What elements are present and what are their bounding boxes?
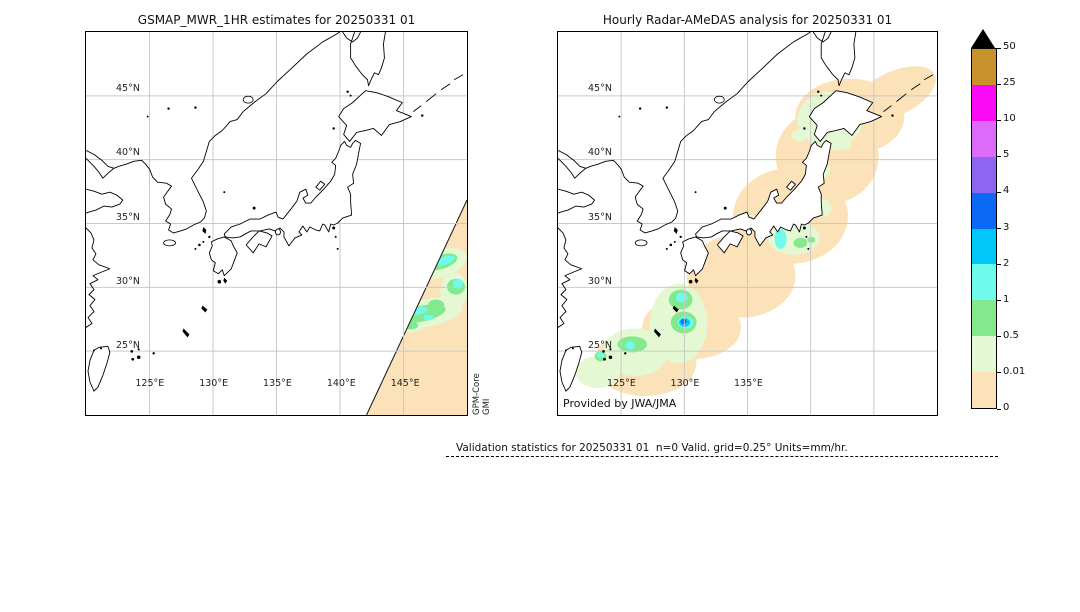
lat-label-30n: 30°N (588, 276, 612, 287)
colorbar-tickmark-5 (997, 156, 1001, 157)
lat-label-35n: 35°N (588, 212, 612, 223)
colorbar-tickmark-2 (997, 264, 1001, 265)
lon-label-125e: 125°E (604, 378, 640, 389)
lat-label-35n: 35°N (116, 212, 140, 223)
figure-canvas: GSMAP_MWR_1HR estimates for 20250331 01 … (0, 0, 1080, 612)
right-map-title: Hourly Radar-AMeDAS analysis for 2025033… (557, 13, 938, 27)
lon-label-135e: 135°E (260, 378, 296, 389)
colorbar-label-25: 25 (1003, 77, 1016, 88)
footer-divider-line (446, 456, 998, 457)
right-map-graphic (558, 32, 937, 415)
colorbar-label-3: 3 (1003, 222, 1009, 233)
lon-label-145e: 145°E (387, 378, 423, 389)
colorbar-segment-1 (972, 85, 996, 121)
colorbar-tickmark-3 (997, 228, 1001, 229)
provided-by-annotation: Provided by JWA/JMA (563, 397, 676, 410)
lat-label-25n: 25°N (116, 340, 140, 351)
colorbar-segment-0 (972, 49, 996, 85)
colorbar-label-0.5: 0.5 (1003, 330, 1019, 341)
lat-label-30n: 30°N (116, 276, 140, 287)
lon-label-135e: 135°E (731, 378, 767, 389)
colorbar-segment-2 (972, 121, 996, 157)
gpm-source-line2: GMI (482, 373, 492, 415)
colorbar-segment-3 (972, 157, 996, 193)
gpm-source-annotation: GPM-Core GMI (472, 373, 492, 415)
colorbar-segment-4 (972, 193, 996, 229)
colorbar-label-2: 2 (1003, 258, 1009, 269)
lon-label-125e: 125°E (132, 378, 168, 389)
colorbar-overflow-arrow (971, 29, 995, 48)
colorbar-label-10: 10 (1003, 113, 1016, 124)
colorbar (971, 48, 997, 409)
colorbar-tickmark-4 (997, 192, 1001, 193)
colorbar-label-50: 50 (1003, 41, 1016, 52)
lat-label-40n: 40°N (588, 147, 612, 158)
colorbar-segment-9 (972, 372, 996, 408)
colorbar-tickmark-0 (997, 409, 1001, 410)
colorbar-tickmark-50 (997, 48, 1001, 49)
colorbar-segment-7 (972, 300, 996, 336)
lon-label-140e: 140°E (323, 378, 359, 389)
lat-label-45n: 45°N (116, 83, 140, 94)
colorbar-tickmark-10 (997, 120, 1001, 121)
colorbar-label-5: 5 (1003, 149, 1009, 160)
colorbar-tickmark-1 (997, 300, 1001, 301)
left-map-graphic (86, 32, 467, 415)
lon-label-130e: 130°E (667, 378, 703, 389)
lat-label-45n: 45°N (588, 83, 612, 94)
colorbar-label-0: 0 (1003, 402, 1009, 413)
colorbar-label-1: 1 (1003, 294, 1009, 305)
colorbar-label-0.01: 0.01 (1003, 366, 1025, 377)
right-map-radar-amedas: Provided by JWA/JMA 45°N 40°N 35°N 30°N 25°N… (557, 31, 938, 416)
gpm-source-line1: GPM-Core (472, 373, 482, 415)
left-map-gsmap: 45°N 40°N 35°N 30°N 25°N 125°E 130°E 135°E 140°E… (85, 31, 468, 416)
colorbar-tickmark-25 (997, 84, 1001, 85)
colorbar-tickmark-0.01 (997, 372, 1001, 373)
colorbar-tickmark-0.5 (997, 336, 1001, 337)
lon-label-130e: 130°E (196, 378, 232, 389)
colorbar-label-4: 4 (1003, 185, 1009, 196)
colorbar-segment-8 (972, 336, 996, 372)
left-map-title: GSMAP_MWR_1HR estimates for 20250331 01 (85, 13, 468, 27)
colorbar-segment-5 (972, 229, 996, 265)
validation-statistics-text: Validation statistics for 20250331 01 n=… (456, 442, 848, 454)
lat-label-40n: 40°N (116, 147, 140, 158)
colorbar-segment-6 (972, 264, 996, 300)
lat-label-25n: 25°N (588, 340, 612, 351)
